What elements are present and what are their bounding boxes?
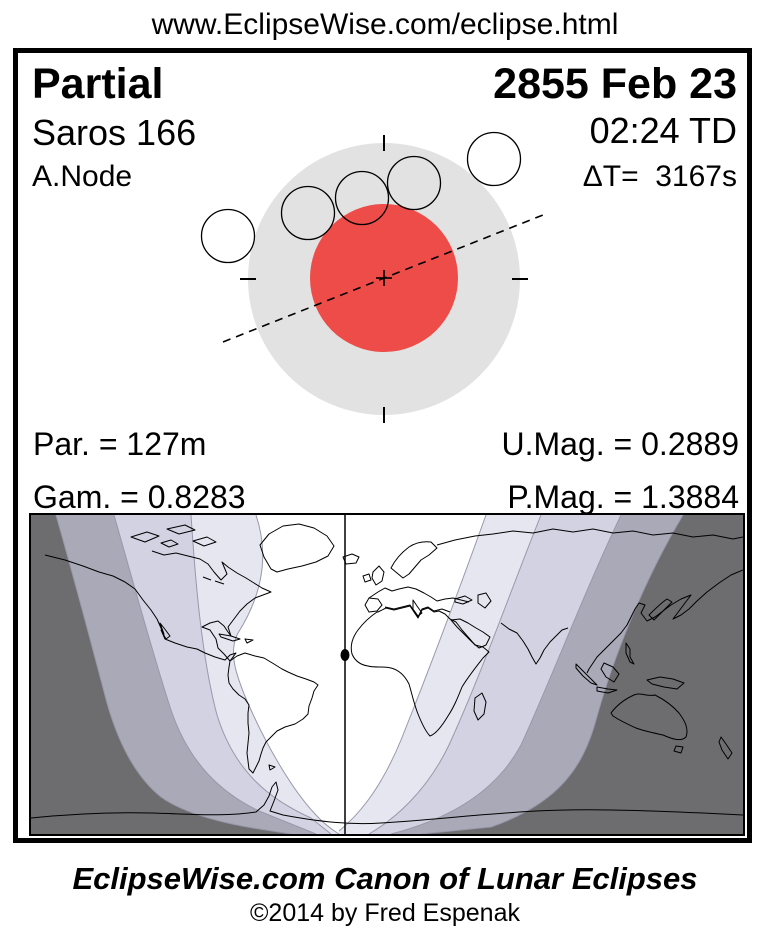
visibility-map-frame [29, 513, 745, 836]
coastline [648, 598, 673, 621]
coastline [610, 693, 733, 760]
coastline [130, 524, 217, 548]
coastline [44, 554, 237, 662]
visibility-map [31, 515, 743, 834]
moon-outline-circle [200, 208, 256, 264]
coastline [218, 633, 254, 644]
coastline [575, 662, 685, 694]
band-boundary-line [232, 515, 340, 834]
moon-outline-circle [280, 185, 336, 241]
moon-outline-circle [334, 170, 390, 226]
moon-outline-circle [466, 131, 522, 187]
eclipse-date-label: 2855 Feb 23 [493, 60, 737, 108]
sublunar-point-dot [340, 649, 350, 661]
partial-duration-value: Par. = 127m [33, 426, 207, 462]
band-boundary-line [113, 515, 317, 834]
page-url-caption: www.EclipseWise.com/eclipse.html [151, 8, 619, 41]
coastline [202, 576, 225, 585]
band-boundary-line [368, 515, 542, 834]
moon-outline-circle [386, 155, 442, 211]
coastline [151, 550, 272, 662]
coastline [436, 528, 743, 546]
band-boundary-line [190, 515, 332, 834]
saros-label: Saros 166 [32, 112, 197, 153]
coastline [625, 642, 635, 665]
visibility-band [31, 515, 291, 834]
gamma-value: Gam. = 0.8283 [33, 479, 246, 515]
eclipse-time-label: 02:24 TD [589, 110, 737, 151]
band-boundary-line [390, 515, 622, 834]
node-label: A.Node [32, 160, 133, 193]
coastline [31, 781, 743, 825]
coastline [473, 692, 487, 721]
visibility-band [421, 515, 743, 834]
coastline [350, 605, 490, 737]
copyright-label: ©2014 by Fred Espenak [250, 899, 520, 927]
coastline [500, 622, 569, 665]
coastline [362, 565, 385, 586]
eclipse-type-label: Partial [32, 60, 164, 108]
canon-series-title: EclipseWise.com Canon of Lunar Eclipses [72, 861, 698, 896]
eclipse-card: Partial Saros 166 A.Node 2855 Feb 23 02:… [13, 48, 752, 843]
umbra-circle [310, 204, 458, 352]
band-boundary-line [338, 515, 487, 832]
band-boundary-line [55, 515, 292, 834]
coastline [227, 652, 319, 774]
umbral-magnitude-value: U.Mag. = 0.2889 [501, 426, 739, 462]
band-boundary-line [420, 515, 684, 834]
coastline [368, 586, 470, 603]
ecliptic-dashed-line [222, 212, 549, 343]
delta-t-value: ΔT= 3167s [582, 160, 737, 193]
coastline [450, 618, 491, 649]
penumbra-circle [248, 143, 520, 415]
coastline [259, 523, 335, 573]
coastline [390, 541, 438, 579]
penumbral-magnitude-value: P.Mag. = 1.3884 [507, 479, 739, 515]
coastline [454, 592, 492, 609]
coastline [586, 569, 743, 674]
